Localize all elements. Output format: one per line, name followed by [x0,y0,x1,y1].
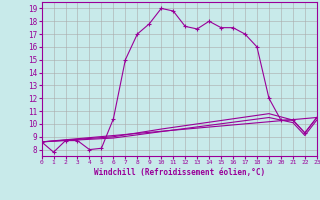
X-axis label: Windchill (Refroidissement éolien,°C): Windchill (Refroidissement éolien,°C) [94,168,265,177]
